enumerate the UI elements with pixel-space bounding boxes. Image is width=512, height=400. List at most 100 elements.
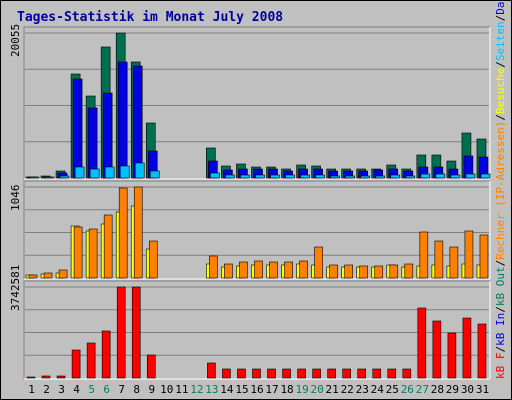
x-tick-label: 4 xyxy=(73,383,80,396)
x-tick-label: 16 xyxy=(250,383,263,396)
bar-requests-seiten-day-1 xyxy=(29,176,40,179)
bar-sites_visits-rechner-ip-adressen--day-19 xyxy=(299,260,308,279)
bar-kbytes-kb-f-day-30 xyxy=(462,317,472,379)
bar-sites_visits-rechner-ip-adressen--day-4 xyxy=(73,226,83,279)
x-tick-label: 22 xyxy=(341,383,354,396)
bar-requests-seiten-day-3 xyxy=(59,175,70,179)
bar-kbytes-kb-f-day-24 xyxy=(372,368,382,379)
bar-requests-seiten-day-26 xyxy=(405,175,416,179)
bar-requests-seiten-day-22 xyxy=(345,175,355,179)
bar-sites_visits-rechner-ip-adressen--day-9 xyxy=(148,240,158,279)
bar-kbytes-kb-f-day-8 xyxy=(131,286,141,379)
bar-requests-seiten-day-2 xyxy=(44,176,55,179)
chart-panels: 20055 1046 3742581 xyxy=(9,24,491,380)
bar-sites_visits-rechner-ip-adressen--day-21 xyxy=(329,264,338,279)
x-tick-label: 30 xyxy=(461,383,474,396)
bar-sites_visits-rechner-ip-adressen--day-2 xyxy=(43,272,53,279)
bar-kbytes-kb-f-day-27 xyxy=(417,307,427,379)
bar-kbytes-kb-f-day-15 xyxy=(237,368,246,379)
x-tick-label: 17 xyxy=(265,383,278,396)
bar-requests-dateien-day-4 xyxy=(72,78,83,179)
x-tick-label: 14 xyxy=(220,383,234,396)
bar-requests-seiten-day-15 xyxy=(240,174,250,179)
x-tick-label: 5 xyxy=(88,383,95,396)
bar-sites_visits-rechner-ip-adressen--day-22 xyxy=(344,264,353,279)
bar-kbytes-kb-f-day-17 xyxy=(267,368,276,379)
x-tick-label: 10 xyxy=(160,383,173,396)
x-tick-label: 28 xyxy=(431,383,444,396)
bar-kbytes-kb-f-day-16 xyxy=(252,368,261,379)
bar-requests-seiten-day-19 xyxy=(300,174,310,179)
bar-kbytes-kb-f-day-18 xyxy=(282,368,291,379)
bar-kbytes-kb-f-day-7 xyxy=(116,286,126,379)
x-tick-label: 24 xyxy=(371,383,385,396)
chart-title: Tages-Statistik im Monat July 2008 xyxy=(17,10,283,25)
legend-item: kB F xyxy=(494,353,507,380)
x-tick-label: 12 xyxy=(190,383,203,396)
y-max-label: 1046 xyxy=(9,185,22,212)
legend-text: kB F/kB In/kB Out/Rechner (IP-Adressen)/… xyxy=(494,1,507,379)
bar-kbytes-kb-f-day-22 xyxy=(342,368,351,379)
bar-requests-seiten-day-4 xyxy=(74,166,85,179)
bar-kbytes-kb-f-day-5 xyxy=(86,342,96,379)
x-tick-label: 18 xyxy=(280,383,293,396)
x-tick-label: 21 xyxy=(326,383,339,396)
bar-sites_visits-rechner-ip-adressen--day-31 xyxy=(479,234,489,279)
bar-kbytes-kb-f-day-31 xyxy=(477,323,487,379)
bar-requests-dateien-day-8 xyxy=(132,65,143,179)
bar-requests-seiten-day-30 xyxy=(465,173,476,179)
bar-requests-seiten-day-23 xyxy=(360,175,371,179)
bar-requests-seiten-day-28 xyxy=(435,173,446,179)
bar-sites_visits-rechner-ip-adressen--day-18 xyxy=(284,261,293,279)
bar-sites_visits-rechner-ip-adressen--day-1 xyxy=(28,274,38,279)
y-max-label: 20055 xyxy=(9,24,22,57)
legend-item: Dateien xyxy=(494,1,507,15)
bar-kbytes-kb-f-day-20 xyxy=(312,368,321,379)
panel-kbytes: 3742581 xyxy=(9,265,491,380)
bar-kbytes-kb-f-day-21 xyxy=(327,368,336,379)
bar-sites_visits-rechner-ip-adressen--day-25 xyxy=(389,264,399,279)
x-tick-label: 1 xyxy=(28,383,35,396)
legend-item: kB Out xyxy=(494,266,507,306)
bar-requests-seiten-day-5 xyxy=(89,168,100,179)
x-tick-label: 19 xyxy=(295,383,308,396)
x-tick-label: 13 xyxy=(205,383,218,396)
x-tick-label: 9 xyxy=(148,383,155,396)
bar-requests-seiten-day-17 xyxy=(270,174,280,179)
legend-item: / xyxy=(494,15,507,22)
bar-kbytes-kb-f-day-13 xyxy=(207,362,216,379)
right-legend: kB F/kB In/kB Out/Rechner (IP-Adressen)/… xyxy=(494,1,507,379)
bar-requests-seiten-day-20 xyxy=(315,174,325,179)
x-tick-label: 7 xyxy=(118,383,125,396)
bar-sites_visits-rechner-ip-adressen--day-13 xyxy=(209,255,218,279)
bar-kbytes-kb-f-day-14 xyxy=(222,368,231,379)
bar-requests-seiten-day-24 xyxy=(375,175,386,179)
legend-item: / xyxy=(494,114,507,121)
x-tick-label: 23 xyxy=(356,383,369,396)
x-axis-labels: 1 2 3 4 5 6 7 8 9 10 11 12 13 14 15 16 17 18 19 20 21 22 23 24 2… xyxy=(28,383,489,396)
bar-requests-dateien-day-5 xyxy=(87,107,98,179)
legend-item: / xyxy=(494,346,507,353)
x-tick-label: 29 xyxy=(446,383,459,396)
bar-kbytes-kb-f-day-26 xyxy=(402,368,412,379)
x-tick-label: 2 xyxy=(43,383,50,396)
legend-item: Rechner (IP-Adressen) xyxy=(494,121,507,260)
bar-sites_visits-rechner-ip-adressen--day-14 xyxy=(224,263,233,279)
bar-sites_visits-rechner-ip-adressen--day-7 xyxy=(118,187,128,279)
bar-requests-seiten-day-9 xyxy=(149,170,160,179)
bar-requests-seiten-day-31 xyxy=(480,173,491,179)
legend-item: Besuche xyxy=(494,68,507,114)
bar-sites_visits-rechner-ip-adressen--day-16 xyxy=(254,260,263,279)
panel-requests: 20055 xyxy=(9,24,491,180)
bar-sites_visits-rechner-ip-adressen--day-23 xyxy=(359,265,369,279)
bar-requests-seiten-day-13 xyxy=(210,172,220,179)
bar-sites_visits-rechner-ip-adressen--day-5 xyxy=(88,228,98,279)
bar-requests-seiten-day-29 xyxy=(450,174,461,179)
x-tick-label: 27 xyxy=(416,383,429,396)
bar-requests-seiten-day-27 xyxy=(420,173,431,179)
bar-kbytes-kb-f-day-4 xyxy=(71,349,81,379)
bar-requests-seiten-day-6 xyxy=(104,166,115,179)
bar-requests-seiten-day-21 xyxy=(330,175,340,179)
x-tick-label: 6 xyxy=(103,383,110,396)
